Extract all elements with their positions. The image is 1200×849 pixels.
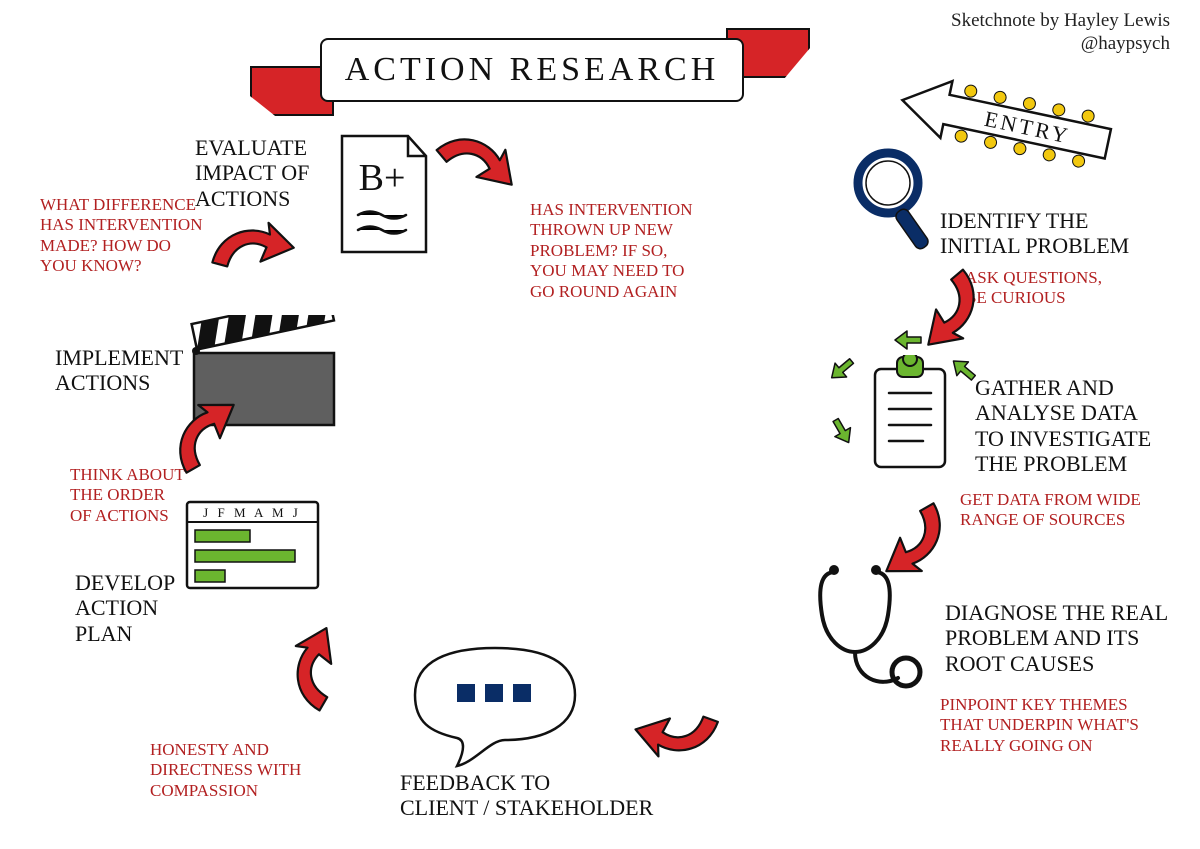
center-note: HAS INTERVENTION THROWN UP NEW PROBLEM? … (530, 200, 692, 302)
step-implement-label: IMPLEMENT ACTIONS (55, 345, 183, 396)
credit: Sketchnote by Hayley Lewis @haypsych (951, 10, 1170, 56)
step-gather-note: GET DATA FROM WIDE RANGE OF SOURCES (960, 490, 1141, 531)
data-in-arrow-3 (820, 412, 860, 452)
step-plan-note: THINK ABOUT THE ORDER OF ACTIONS (70, 465, 185, 526)
title-scroll: ACTION RESEARCH (320, 38, 744, 102)
data-in-arrow-0 (819, 347, 861, 388)
credit-line1: Sketchnote by Hayley Lewis (951, 10, 1170, 33)
gantt-header: J F M A M J (203, 505, 301, 520)
credit-line2: @haypsych (951, 33, 1170, 56)
report-grade: B+ (359, 157, 406, 199)
step-feedback-note: HONESTY AND DIRECTNESS WITH COMPASSION (150, 740, 301, 801)
speech-bubble-icon (395, 640, 595, 770)
step-diagnose-label: DIAGNOSE THE REAL PROBLEM AND ITS ROOT C… (945, 600, 1168, 676)
gantt-icon: J F M A M J (185, 500, 320, 590)
step-identify-label: IDENTIFY THE INITIAL PROBLEM (940, 208, 1129, 259)
sketchnote-canvas: Sketchnote by Hayley Lewis @haypsych ACT… (0, 0, 1200, 849)
title-banner: ACTION RESEARCH (260, 28, 800, 112)
step-gather-label: GATHER AND ANALYSE DATA TO INVESTIGATE T… (975, 375, 1151, 476)
cycle-arrow-2 (625, 669, 736, 776)
cycle-arrow-5 (197, 207, 303, 309)
clipboard-icon (865, 355, 955, 475)
step-evaluate-label: EVALUATE IMPACT OF ACTIONS (195, 135, 309, 211)
cycle-arrow-3 (267, 614, 382, 731)
step-feedback-label: FEEDBACK TO CLIENT / STAKEHOLDER (400, 770, 653, 821)
step-diagnose-note: PINPOINT KEY THEMES THAT UNDERPIN WHAT'S… (940, 695, 1139, 756)
page-title: ACTION RESEARCH (345, 51, 720, 89)
step-evaluate-note: WHAT DIFFERENCE HAS INTERVENTION MADE? H… (40, 195, 202, 277)
magnifier-icon (850, 145, 940, 255)
stethoscope-icon (800, 560, 930, 700)
report-card-icon: B+ (330, 130, 435, 260)
step-plan-label: DEVELOP ACTION PLAN (75, 570, 175, 646)
